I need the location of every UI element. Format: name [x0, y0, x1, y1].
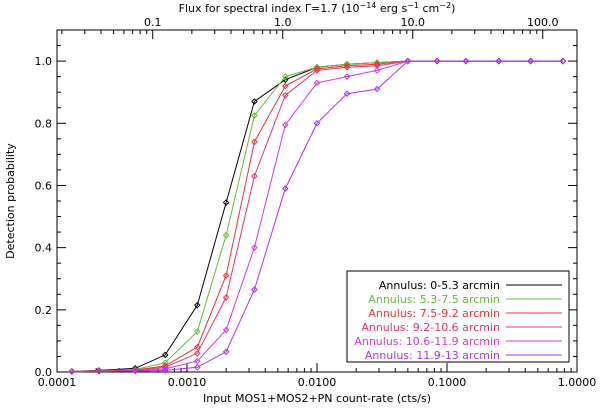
top-title-segment: Flux for spectral index Γ=1.7 (10: [179, 2, 360, 15]
top-title-superscript: −14: [360, 1, 377, 10]
data-point: [373, 60, 381, 68]
top-axis: 0.1 1.0 10.0 100.0: [61, 16, 559, 39]
data-point: [343, 60, 351, 68]
top-title-superscript: −2: [439, 1, 451, 10]
data-point: [527, 57, 534, 65]
data-point: [193, 343, 201, 351]
data-point: [68, 368, 76, 375]
top-tick-label: 10.0: [400, 16, 425, 29]
legend-box: [346, 270, 570, 363]
data-point: [161, 365, 169, 373]
data-point: [193, 350, 201, 357]
data-point: [251, 172, 258, 180]
top-title-segment: erg s: [376, 2, 407, 15]
data-point: [343, 62, 351, 70]
data-point: [251, 112, 258, 119]
x-tick-label: 0.1000: [428, 376, 467, 389]
y-tick-label: 0.4: [35, 242, 53, 255]
top-title-segment: ): [451, 2, 455, 15]
y-tick-label: 0.6: [35, 179, 53, 192]
series-group: [68, 57, 567, 375]
data-point: [313, 65, 321, 73]
data-point: [95, 368, 103, 375]
legend-entry-label: Annulus: 11.9-13 arcmin: [365, 349, 500, 362]
data-point: [251, 286, 258, 293]
top-title-superscript: −1: [407, 1, 419, 10]
top-title-segment: cm: [419, 2, 439, 15]
top-tick-label: 0.1: [144, 16, 162, 29]
data-point: [373, 67, 381, 74]
x-tick-label: 1.0000: [558, 376, 597, 389]
x-tick-label: 0.0010: [168, 376, 207, 389]
data-point: [251, 138, 258, 146]
data-point: [193, 301, 201, 309]
data-point: [433, 57, 441, 65]
data-point: [251, 244, 258, 251]
data-point: [193, 364, 201, 371]
data-point: [222, 231, 230, 239]
top-axis-title: Flux for spectral index Γ=1.7 (10−14 erg…: [179, 1, 456, 15]
data-point: [281, 91, 289, 99]
data-point: [373, 85, 381, 93]
legend-entry-label: Annulus: 9.2-10.6 arcmin: [361, 321, 500, 334]
series-6: [68, 57, 567, 375]
legend-entry-label: Annulus: 5.3-7.5 arcmin: [368, 293, 500, 306]
left-axis: 0.0 0.2 0.4 0.6 0.8 1.0: [35, 45, 577, 379]
data-point: [193, 357, 201, 365]
data-point: [343, 64, 351, 71]
data-point: [559, 57, 567, 65]
data-point: [222, 294, 230, 301]
x-axis-title: Input MOS1+MOS2+PN count-rate (cts/s): [203, 392, 431, 405]
y-tick-label: 0.8: [35, 117, 53, 130]
x-tick-label: 0.0001: [38, 376, 77, 389]
data-point: [281, 73, 289, 80]
data-point: [222, 199, 230, 206]
data-point: [462, 57, 470, 65]
data-point: [495, 57, 503, 65]
data-point: [161, 351, 169, 359]
data-point: [313, 67, 321, 74]
y-axis-title: Detection probability: [4, 143, 17, 259]
legend-entry-label: Annulus: 0-5.3 arcmin: [379, 279, 500, 292]
top-tick-label: 100.0: [527, 16, 559, 29]
series-line: [71, 60, 563, 373]
data-point: [131, 367, 139, 375]
x-tick-label: 0.0100: [298, 376, 337, 389]
data-point: [404, 57, 412, 65]
legend-entry-label: Annulus: 10.6-11.9 arcmin: [354, 335, 500, 348]
data-point: [222, 326, 230, 334]
data-point: [161, 367, 169, 374]
data-point: [281, 82, 289, 90]
data-point: [343, 73, 351, 80]
y-tick-label: 0.0: [35, 366, 53, 379]
data-point: [281, 185, 289, 192]
data-point: [313, 119, 321, 127]
data-point: [251, 98, 258, 105]
y-tick-label: 0.2: [35, 304, 53, 317]
top-tick-label: 1.0: [274, 16, 292, 29]
data-point: [281, 121, 289, 129]
bottom-axis: 0.0001 0.0010 0.0100 0.1000 1.0000: [38, 363, 597, 389]
data-point: [193, 328, 201, 335]
y-tick-label: 1.0: [35, 55, 53, 68]
data-point: [373, 59, 381, 66]
data-point: [222, 348, 230, 356]
data-point: [222, 272, 230, 279]
data-point: [343, 90, 351, 98]
legend-entry-label: Annulus: 7.5-9.2 arcmin: [368, 307, 500, 320]
data-point: [313, 79, 321, 87]
